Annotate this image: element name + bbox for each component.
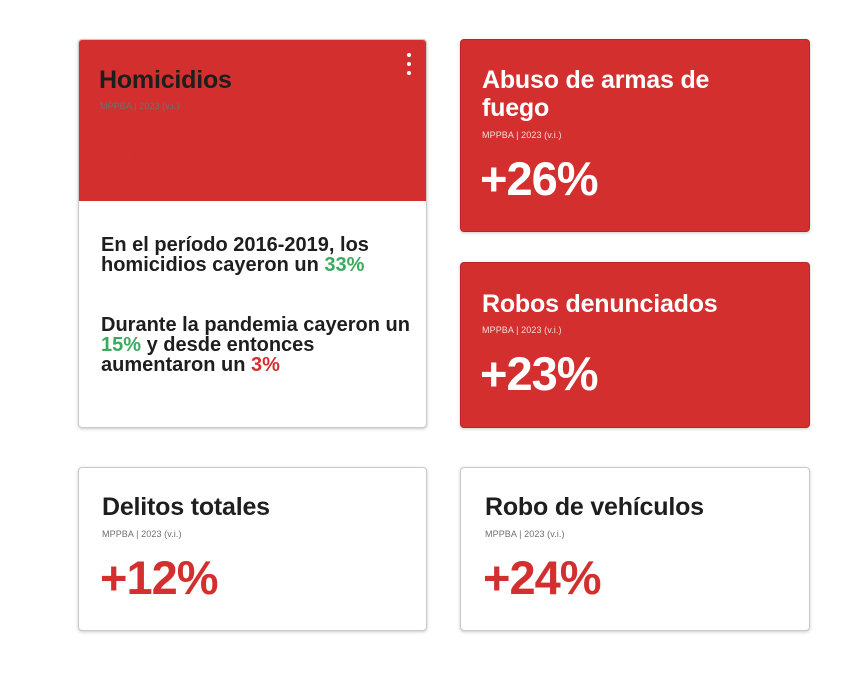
card-value: +26%: [480, 152, 599, 205]
paragraph-text: En el período: [101, 234, 234, 256]
card-source: MPPBA | 2023 (v.i.): [482, 325, 562, 335]
paragraph-text: , los homicidios cayeron un: [101, 234, 369, 276]
card-title: Delitos totales: [102, 493, 270, 521]
green-percentage: 33%: [324, 254, 365, 276]
card-value: +12%: [100, 551, 219, 604]
paragraph-text: y desde entonces aumentaron un: [101, 334, 315, 376]
paragraph-bold-word: pandemia: [204, 314, 298, 336]
paragraph-text: cayeron un: [297, 314, 410, 336]
homicidios-paragraph-1: En el período 2016-2019, los homicidios …: [101, 235, 411, 275]
card-robo-vehiculos: Robo de vehículos MPPBA | 2023 (v.i.) +2…: [460, 467, 810, 631]
homicidios-paragraph-2: Durante la pandemia cayeron un 15% y des…: [101, 315, 411, 375]
paragraph-text: Durante la: [101, 314, 205, 336]
card-homicidios-header: Homicidios MPPBA | 2023 (v.i.) +15%: [79, 40, 426, 201]
card-title: Homicidios: [99, 66, 232, 94]
card-homicidios: Homicidios MPPBA | 2023 (v.i.) +15% En e…: [78, 39, 427, 428]
card-value: +24%: [483, 551, 602, 604]
more-options-icon[interactable]: [404, 52, 414, 78]
card-source: MPPBA | 2023 (v.i.): [482, 130, 562, 140]
red-percentage: 3%: [251, 354, 280, 376]
green-percentage: 15%: [101, 334, 142, 356]
card-title: Robo de vehículos: [485, 493, 704, 521]
card-robos-denunciados: Robos denunciados MPPBA | 2023 (v.i.) +2…: [460, 262, 810, 428]
card-source: MPPBA | 2023 (v.i.): [102, 529, 182, 539]
card-title: Robos denunciados: [482, 290, 718, 318]
paragraph-years: 2016-2019: [233, 234, 329, 256]
card-delitos-totales: Delitos totales MPPBA | 2023 (v.i.) +12%: [78, 467, 427, 631]
card-value: +23%: [480, 347, 599, 400]
card-value: +15%: [98, 124, 217, 177]
card-title: Abuso de armas de fuego: [482, 66, 710, 122]
card-abuso-armas: Abuso de armas de fuego MPPBA | 2023 (v.…: [460, 39, 810, 232]
card-source: MPPBA | 2023 (v.i.): [100, 101, 180, 111]
card-source: MPPBA | 2023 (v.i.): [485, 529, 565, 539]
